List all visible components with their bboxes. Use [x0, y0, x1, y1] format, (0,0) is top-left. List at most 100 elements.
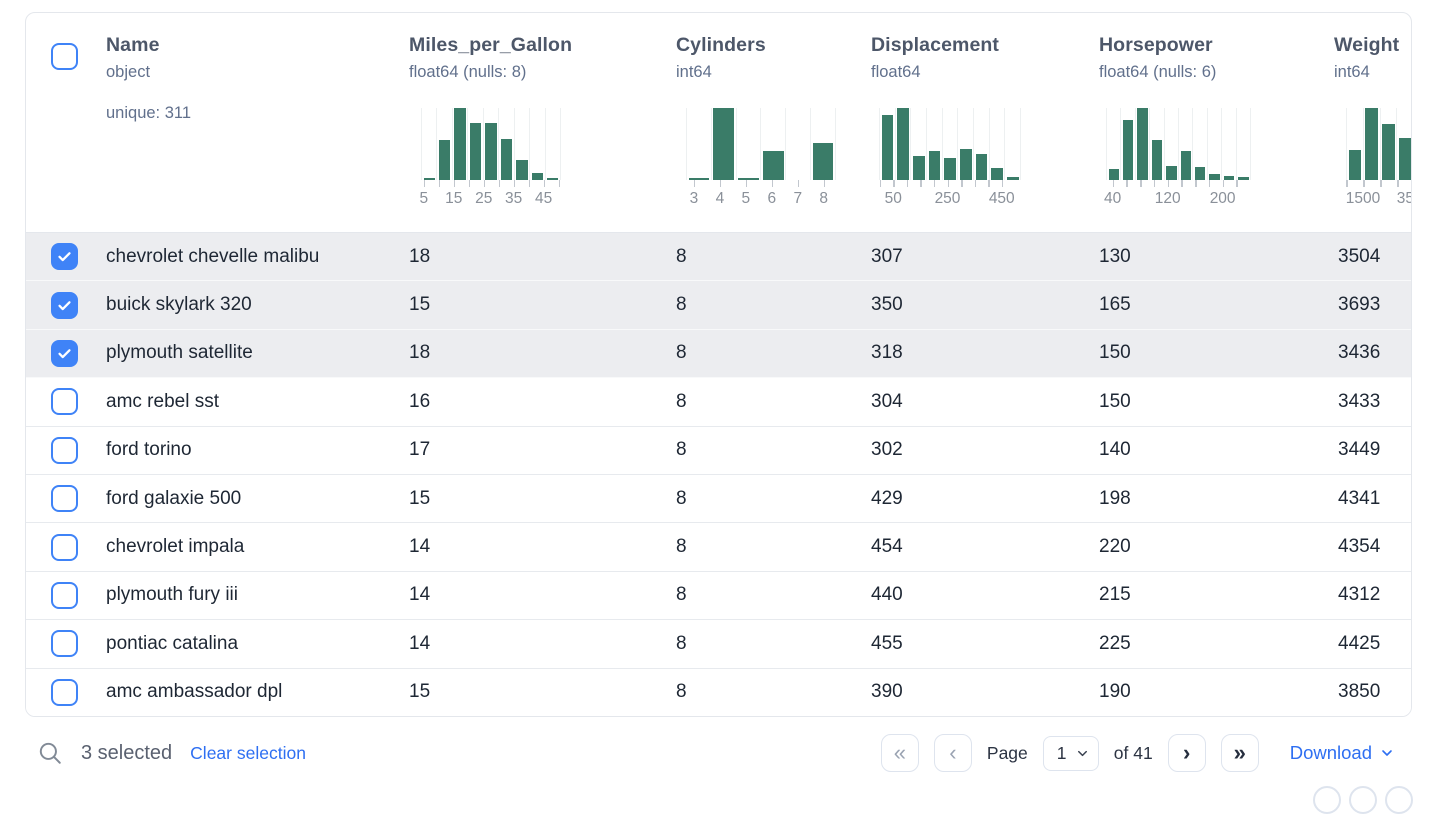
first-page-button[interactable]: «: [880, 734, 919, 772]
cell-displacement: 304: [871, 390, 903, 412]
cell-miles-per-gallon: 15: [409, 681, 431, 703]
histogram-bin: [513, 108, 529, 180]
column-dtype: float64 (nulls: 6): [1099, 63, 1217, 81]
axis-tick-label: 4: [715, 190, 725, 207]
cell-cylinders: 8: [676, 487, 687, 509]
axis-tick: [797, 180, 800, 187]
histogram-bin: [760, 108, 785, 180]
axis-tick-label: 5: [741, 190, 751, 207]
histogram-bin: [1346, 108, 1363, 180]
axis-tick: [1001, 180, 1004, 187]
axis-tick: [423, 180, 426, 187]
cell-cylinders: 8: [676, 536, 687, 558]
cell-displacement: 455: [871, 632, 903, 654]
axis-tick: [543, 180, 546, 187]
axis-tick-label: 120: [1154, 190, 1181, 207]
axis-tick: [974, 180, 977, 187]
column-dtype: float64: [871, 63, 921, 81]
row-checkbox-cell: [26, 436, 106, 464]
axis-tick: [1208, 180, 1211, 187]
table-row: amc ambassador dpl 15 8 390 190 3850: [26, 668, 1411, 716]
histogram-bin: [973, 108, 989, 180]
next-page-button[interactable]: ›: [1167, 734, 1206, 772]
cell-cylinders: 8: [676, 584, 687, 606]
cell-horsepower: 198: [1099, 487, 1131, 509]
axis-tick: [961, 180, 963, 187]
histogram-bin: [879, 108, 895, 180]
cell-weight: 3693: [1338, 294, 1381, 316]
cell-name: amc rebel sst: [106, 390, 219, 412]
row-checkbox[interactable]: [51, 485, 78, 513]
cell-miles-per-gallon: 15: [409, 487, 431, 509]
histogram-bin: [421, 108, 436, 180]
download-menu[interactable]: Download: [1290, 742, 1395, 764]
axis-tick-label: 1500: [1345, 190, 1381, 207]
axis-tick: [1195, 180, 1197, 187]
axis-tick: [1397, 180, 1399, 187]
cell-displacement: 302: [871, 439, 903, 461]
previous-page-button[interactable]: ‹: [933, 734, 972, 772]
column-header-horsepower: Horsepower float64 (nulls: 6) 40 120 200: [1099, 34, 1251, 208]
histogram-bin: [1379, 108, 1397, 180]
select-all-checkbox[interactable]: [51, 43, 78, 70]
peek-button[interactable]: [1313, 786, 1341, 814]
column-title: Name: [106, 34, 160, 56]
histogram-bin: [1396, 108, 1411, 180]
row-checkbox-cell: [26, 630, 106, 658]
cell-miles-per-gallon: 18: [409, 245, 431, 267]
row-checkbox-checked[interactable]: [51, 291, 78, 319]
row-checkbox-cell: [26, 485, 106, 513]
column-dtype: int64: [676, 63, 712, 81]
axis-tick-label: 8: [819, 190, 828, 207]
search-icon[interactable]: [37, 740, 63, 766]
table-body: chevrolet chevelle malibu 18 8 307 130 3504 bu…: [26, 233, 1411, 716]
axis-tick: [947, 180, 949, 187]
column-title: Miles_per_Gallon: [409, 34, 573, 56]
column-header-name: Name object unique: 311: [106, 34, 191, 123]
peek-button[interactable]: [1349, 786, 1377, 814]
row-checkbox[interactable]: [51, 436, 78, 464]
axis-tick-label: 25: [475, 190, 493, 207]
cell-cylinders: 8: [676, 681, 687, 703]
row-checkbox-checked[interactable]: [51, 339, 78, 367]
row-checkbox[interactable]: [51, 581, 78, 609]
histogram-bin: [1004, 108, 1020, 180]
axis-tick: [558, 180, 561, 187]
axis-tick-label: 35: [505, 190, 523, 207]
table-row: buick skylark 320 15 8 350 165 3693: [26, 281, 1411, 330]
cell-miles-per-gallon: 18: [409, 342, 431, 364]
histogram-bin: [451, 108, 467, 180]
cell-weight: 3436: [1338, 342, 1381, 364]
page-select[interactable]: 1: [1042, 735, 1099, 771]
row-checkbox[interactable]: [51, 630, 78, 658]
cell-horsepower: 190: [1099, 681, 1131, 703]
row-checkbox-cell: [26, 581, 106, 609]
cell-cylinders: 8: [676, 390, 687, 412]
axis-tick: [1140, 180, 1142, 187]
row-checkbox-checked[interactable]: [51, 243, 78, 271]
axis-tick: [1167, 180, 1170, 187]
axis-tick-label: 6: [767, 190, 777, 207]
cell-weight: 4341: [1338, 487, 1381, 509]
table-row: amc rebel sst 16 8 304 150 3433: [26, 378, 1411, 427]
table-row: chevrolet chevelle malibu 18 8 307 130 3504: [26, 233, 1411, 282]
axis-tick: [879, 180, 882, 187]
histogram-bin: [1192, 108, 1206, 180]
axis-tick: [893, 180, 895, 187]
row-checkbox[interactable]: [51, 388, 78, 416]
axis-tick: [513, 180, 516, 187]
cell-name: ford torino: [106, 439, 192, 461]
row-checkbox[interactable]: [51, 533, 78, 561]
row-checkbox[interactable]: [51, 678, 78, 706]
histogram-bin: [988, 108, 1005, 180]
cell-name: amc ambassador dpl: [106, 681, 283, 703]
axis-tick: [1112, 180, 1115, 187]
axis-tick: [920, 180, 922, 187]
clear-selection-link[interactable]: Clear selection: [190, 742, 306, 763]
cell-displacement: 429: [871, 487, 903, 509]
last-page-button[interactable]: »: [1220, 734, 1259, 772]
download-label: Download: [1289, 742, 1372, 763]
peek-button[interactable]: [1385, 786, 1413, 814]
histogram-bin: [957, 108, 973, 180]
